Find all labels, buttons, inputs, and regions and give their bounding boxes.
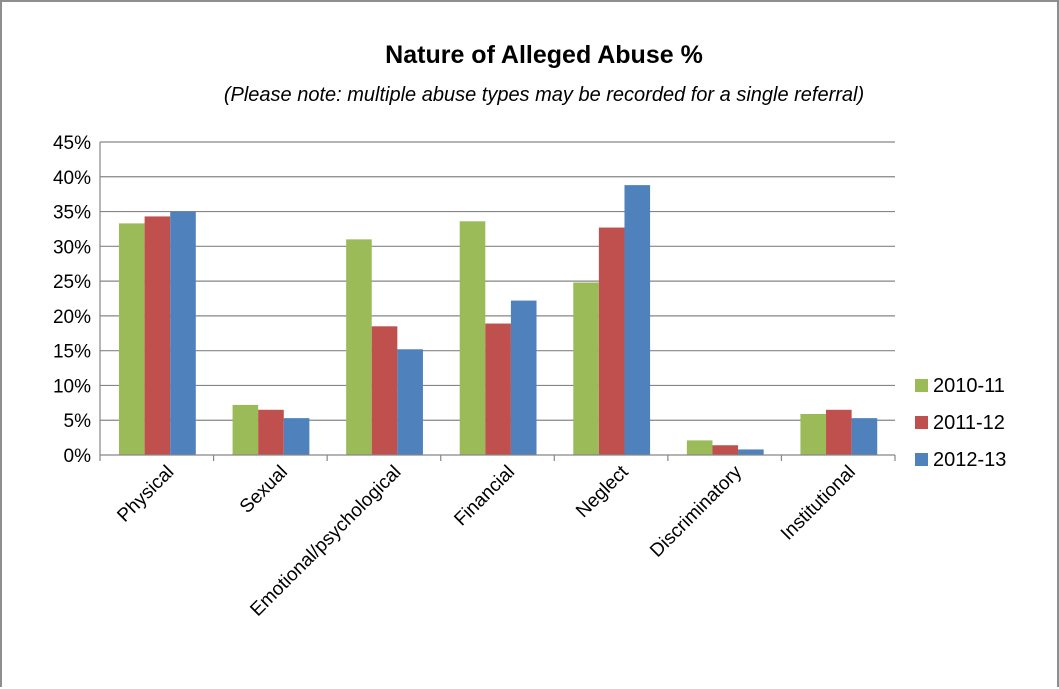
axes bbox=[99, 142, 896, 461]
bar-2011-12-Physical bbox=[144, 216, 171, 455]
y-tick-label: 0% bbox=[64, 446, 92, 467]
bar-2011-12-Emotional/psychological bbox=[371, 326, 398, 455]
y-tick-label: 45% bbox=[53, 133, 91, 154]
bar-2011-12-Neglect bbox=[598, 227, 625, 455]
gridlines bbox=[100, 141, 895, 421]
x-tick-label: Discriminatory bbox=[646, 461, 746, 561]
bar-2010-11-Neglect bbox=[573, 282, 599, 455]
bar-2010-11-Financial bbox=[459, 221, 486, 455]
bar-2010-11-Sexual bbox=[232, 404, 259, 455]
legend-label: 2010-11 bbox=[933, 375, 1005, 397]
bar-2011-12-Sexual bbox=[258, 409, 284, 455]
y-tick-label: 5% bbox=[64, 411, 92, 432]
bar-2010-11-Discriminatory bbox=[686, 440, 713, 455]
legend-swatch bbox=[915, 416, 928, 429]
bar-2010-11-Physical bbox=[119, 223, 145, 455]
y-tick-label: 40% bbox=[53, 168, 91, 189]
bar-2011-12-Institutional bbox=[826, 409, 852, 455]
x-tick-label: Sexual bbox=[236, 462, 292, 518]
y-tick-label: 30% bbox=[53, 237, 91, 258]
x-tick-label: Institutional bbox=[777, 462, 860, 545]
y-tick-label: 20% bbox=[53, 307, 91, 328]
x-tick-label: Physical bbox=[113, 462, 178, 527]
legend: 2010-11 2011-12 2012-13 bbox=[915, 375, 1006, 471]
y-tick-label: 25% bbox=[53, 272, 91, 293]
bar-2012-13-Institutional bbox=[851, 418, 878, 455]
bar-2012-13-Discriminatory bbox=[738, 449, 764, 455]
bar-2010-11-Institutional bbox=[800, 413, 827, 455]
bar-2012-13-Financial bbox=[510, 300, 537, 455]
y-axis-tick-labels: 0% 5% 10% 15% 20% 25% 30% 35% 40% 45% bbox=[53, 133, 91, 467]
x-tick-label: Financial bbox=[450, 462, 519, 531]
bars bbox=[119, 185, 878, 455]
y-tick-label: 10% bbox=[53, 376, 91, 397]
x-tick-label: Neglect bbox=[572, 461, 633, 522]
y-tick-label: 35% bbox=[53, 203, 91, 224]
chart-title: Nature of Alleged Abuse % bbox=[385, 41, 703, 69]
y-tick-label: 15% bbox=[53, 342, 91, 363]
bar-2012-13-Sexual bbox=[283, 418, 310, 455]
legend-label: 2011-12 bbox=[933, 412, 1005, 434]
bar-2010-11-Emotional/psychological bbox=[346, 239, 372, 455]
legend-label: 2012-13 bbox=[933, 449, 1006, 471]
bar-2012-13-Emotional/psychological bbox=[397, 349, 423, 455]
bar-2011-12-Discriminatory bbox=[712, 445, 739, 455]
bar-2012-13-Neglect bbox=[624, 185, 651, 455]
bar-2011-12-Financial bbox=[485, 323, 511, 455]
legend-swatch bbox=[915, 379, 928, 392]
bar-2012-13-Physical bbox=[170, 211, 196, 455]
legend-swatch bbox=[915, 453, 928, 466]
chart-subtitle: (Please note: multiple abuse types may b… bbox=[224, 84, 864, 106]
